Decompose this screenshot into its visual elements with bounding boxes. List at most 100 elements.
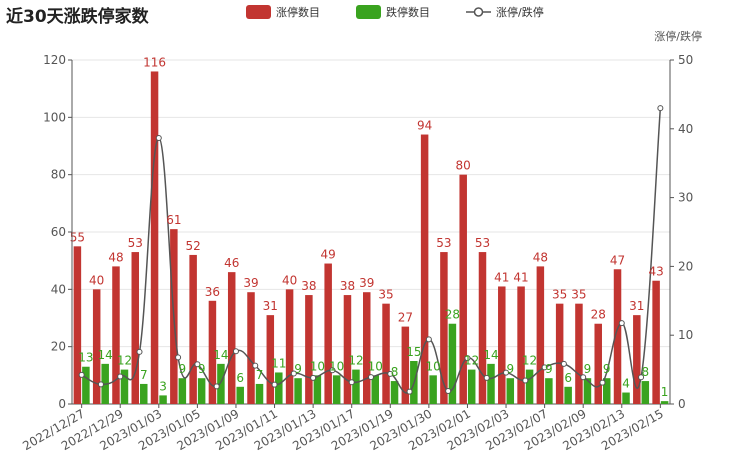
data-label-limit-down: 9	[294, 362, 302, 376]
bar-limit-down	[526, 370, 534, 404]
bar-limit-down	[507, 378, 514, 404]
y-right-tick-label: 10	[678, 328, 693, 342]
data-label-limit-up: 27	[398, 311, 413, 325]
ratio-point	[619, 321, 624, 326]
bar-limit-up	[594, 324, 602, 404]
data-label-limit-up: 35	[378, 288, 393, 302]
data-label-limit-down: 9	[198, 362, 206, 376]
y-right-tick-label: 20	[678, 259, 693, 273]
bar-limit-up	[440, 252, 448, 404]
data-label-limit-up: 61	[166, 213, 181, 227]
bar-limit-up	[382, 304, 390, 404]
ratio-point	[658, 106, 663, 111]
y-right-tick-label: 40	[678, 122, 693, 136]
ratio-point	[233, 349, 238, 354]
data-label-limit-up: 52	[185, 239, 200, 253]
data-label-limit-down: 15	[406, 345, 421, 359]
y-right-tick-label: 0	[678, 397, 686, 411]
y-left-tick-label: 40	[51, 282, 66, 296]
data-label-limit-up: 49	[321, 248, 336, 262]
data-label-limit-down: 14	[213, 348, 228, 362]
data-label-limit-down: 7	[140, 368, 148, 382]
data-label-limit-up: 28	[591, 308, 606, 322]
data-label-limit-up: 38	[301, 279, 316, 293]
data-label-limit-up: 38	[340, 279, 355, 293]
bar-limit-up	[132, 252, 140, 404]
data-label-limit-down: 4	[622, 377, 630, 391]
bar-limit-up	[189, 255, 197, 404]
y-left-tick-label: 0	[58, 397, 66, 411]
bar-limit-up	[324, 264, 332, 404]
y-right-tick-label: 50	[678, 53, 693, 67]
bar-limit-down	[545, 378, 553, 404]
bar-limit-down	[333, 375, 341, 404]
data-label-limit-up: 36	[205, 285, 220, 299]
bar-limit-down	[294, 378, 302, 404]
ratio-point	[446, 388, 451, 393]
data-label-limit-up: 41	[494, 270, 509, 284]
y-left-tick-label: 80	[51, 168, 66, 182]
bar-limit-down	[622, 393, 630, 404]
legend-label-limit-up[interactable]: 涨停数目	[276, 5, 320, 19]
data-label-limit-up: 116	[143, 55, 166, 69]
data-label-limit-down: 10	[310, 359, 325, 373]
data-label-limit-down: 9	[603, 362, 611, 376]
bar-limit-up	[305, 295, 313, 404]
data-label-limit-down: 13	[78, 351, 93, 365]
data-label-limit-down: 12	[348, 354, 363, 368]
bar-limit-up	[151, 71, 159, 404]
bar-limit-down	[159, 395, 167, 404]
bar-limit-down	[468, 370, 476, 404]
data-label-limit-down: 8	[641, 365, 649, 379]
bar-limit-down	[352, 370, 360, 404]
legend-swatch-ratio-marker[interactable]	[475, 8, 483, 16]
bar-limit-up	[633, 315, 641, 404]
data-label-limit-up: 41	[513, 270, 528, 284]
data-label-limit-down: 9	[545, 362, 553, 376]
bar-limit-down	[140, 384, 148, 404]
data-label-limit-up: 39	[243, 276, 258, 290]
legend-swatch-limit-down[interactable]	[356, 5, 381, 19]
data-label-limit-up: 35	[571, 288, 586, 302]
legend-label-limit-down[interactable]: 跌停数目	[386, 5, 430, 19]
y-right-axis-name: 涨停/跌停	[654, 29, 702, 43]
bar-limit-up	[498, 286, 506, 404]
data-label-limit-down: 6	[564, 371, 572, 385]
bar-limit-down	[564, 387, 572, 404]
data-label-limit-down: 28	[445, 308, 460, 322]
bar-limit-down	[256, 384, 263, 404]
data-label-limit-up: 39	[359, 276, 374, 290]
legend-layer[interactable]: 涨停数目 跌停数目 涨停/跌停	[246, 5, 544, 19]
data-label-limit-up: 53	[128, 236, 143, 250]
data-label-limit-up: 47	[610, 253, 625, 267]
ratio-point	[484, 375, 489, 380]
data-label-limit-down: 9	[506, 362, 514, 376]
bar-limit-up	[575, 304, 583, 404]
data-label-limit-down: 6	[236, 371, 244, 385]
ratio-point	[426, 337, 431, 342]
bar-limit-down	[275, 372, 283, 404]
bar-limit-up	[537, 266, 545, 404]
data-label-limit-up: 46	[224, 256, 239, 270]
legend-swatch-limit-up[interactable]	[246, 5, 271, 19]
data-label-limit-up: 43	[648, 265, 663, 279]
ratio-point	[272, 382, 277, 387]
data-label-limit-up: 48	[108, 250, 123, 264]
legend-label-ratio[interactable]: 涨停/跌停	[496, 5, 544, 19]
ratio-point	[311, 375, 316, 380]
data-label-limit-down: 11	[271, 356, 286, 370]
bar-limit-up	[112, 266, 120, 404]
ratio-point	[176, 355, 181, 360]
data-label-limit-down: 12	[522, 354, 537, 368]
bar-limit-up	[556, 304, 564, 404]
bar-limit-up	[228, 272, 236, 404]
data-label-limit-up: 40	[282, 273, 297, 287]
bar-limit-down	[236, 387, 244, 404]
bar-limit-down	[179, 378, 187, 404]
bar-limit-down	[661, 401, 669, 404]
data-label-limit-down: 12	[117, 354, 132, 368]
data-label-limit-down: 10	[368, 359, 383, 373]
ratio-point	[523, 378, 528, 383]
data-label-limit-down: 10	[329, 359, 344, 373]
